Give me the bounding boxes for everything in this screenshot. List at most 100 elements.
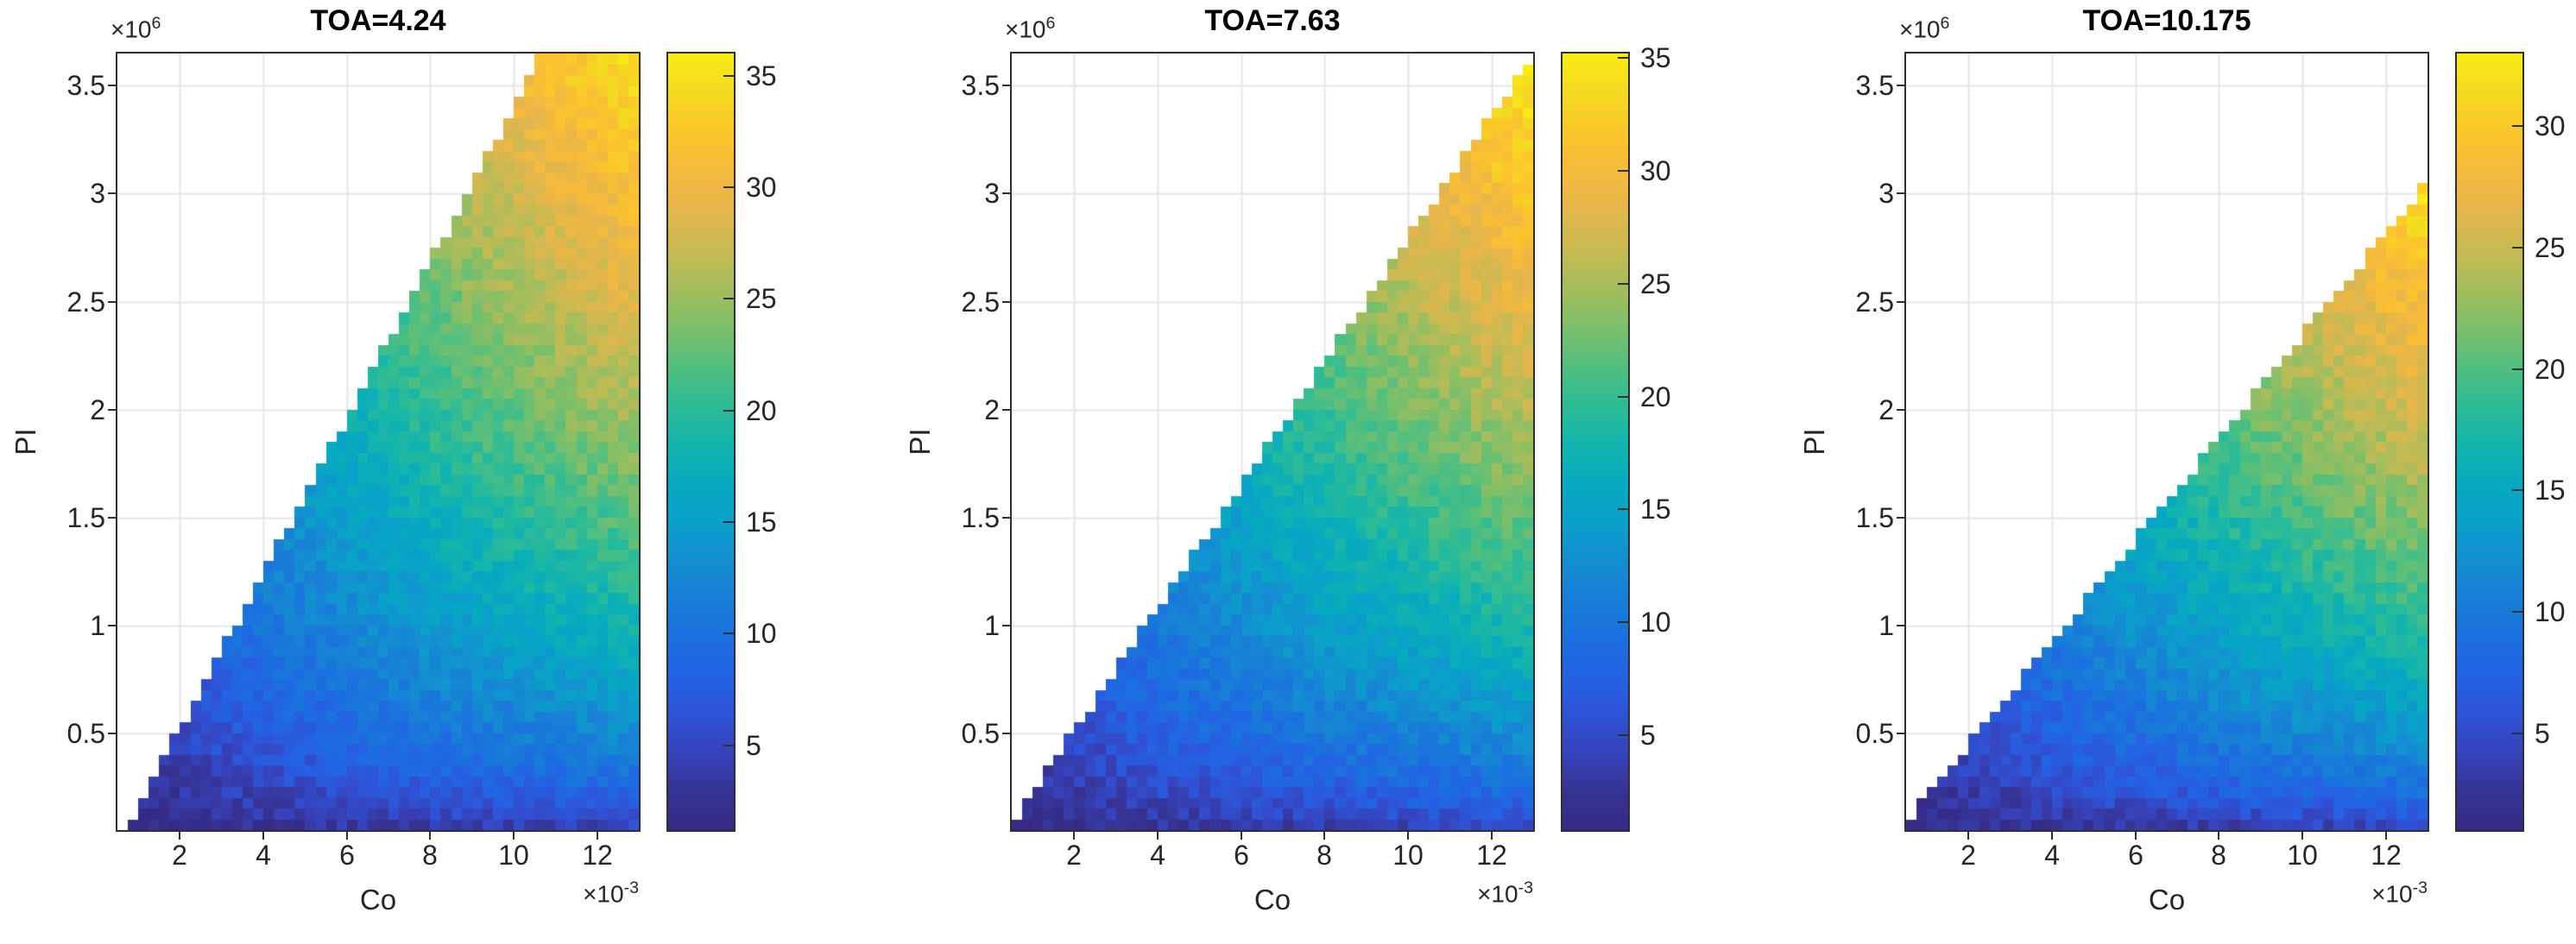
x-axis-exponent-label: ×10-3 (480, 878, 639, 908)
colorbar-tick-mark (1618, 396, 1628, 398)
colorbar-tick-label: 10 (1640, 607, 1671, 638)
colorbar-tick-mark (2512, 733, 2522, 734)
y-tick-mark (1897, 85, 1904, 86)
colorbar-tick-label: 35 (1640, 42, 1671, 73)
x-tick-label: 12 (1476, 840, 1507, 871)
x-tick-label: 8 (422, 840, 438, 871)
x-tick-mark (2301, 832, 2303, 840)
colorbar-tick-mark (1618, 508, 1628, 510)
x-tick-mark (2051, 832, 2053, 840)
colorbar-tick-mark (2512, 368, 2522, 370)
colorbar (666, 52, 736, 832)
y-exp-prefix: ×10 (1005, 16, 1046, 43)
x-tick-label: 12 (582, 840, 613, 871)
x-tick-mark (597, 832, 598, 840)
colorbar-canvas (1563, 53, 1628, 830)
x-exp-prefix: ×10 (583, 880, 624, 908)
y-tick-label: 3.5 (961, 70, 1000, 101)
y-exp-power: 6 (1045, 14, 1056, 33)
colorbar-tick-label: 5 (2535, 718, 2550, 749)
plot-title: TOA=7.63 (1204, 4, 1341, 37)
y-tick-mark (1002, 192, 1010, 194)
x-exp-power: -3 (623, 878, 639, 897)
x-tick-label: 6 (339, 840, 355, 871)
y-tick-label: 2 (90, 394, 105, 425)
x-tick-label: 6 (2128, 840, 2144, 871)
colorbar-tick-label: 25 (746, 283, 777, 314)
x-axis-exponent-label: ×10-3 (1374, 878, 1533, 908)
x-exp-power: -3 (2412, 878, 2428, 897)
x-tick-mark (513, 832, 515, 840)
x-tick-label: 12 (2371, 840, 2402, 871)
y-tick-mark (1002, 409, 1010, 411)
heatmap-canvas (1906, 53, 2428, 830)
y-tick-label: 2.5 (66, 286, 105, 318)
x-tick-label: 4 (1150, 840, 1165, 871)
y-tick-label: 1.5 (1855, 502, 1894, 533)
x-tick-label: 2 (172, 840, 187, 871)
colorbar-tick-label: 30 (1640, 155, 1671, 186)
y-tick-label: 1 (1878, 610, 1894, 641)
colorbar-tick-mark (723, 410, 734, 412)
colorbar-tick-mark (723, 745, 734, 746)
x-tick-mark (2385, 832, 2387, 840)
x-tick-label: 8 (1316, 840, 1332, 871)
x-exp-prefix: ×10 (2371, 880, 2413, 908)
x-tick-label: 8 (2211, 840, 2226, 871)
colorbar-tick-label: 35 (746, 60, 777, 91)
subplot-toa-7-63: TOA=7.63 ×106 PI Co ×10-3 2 4 6 8 10 12 0.5 1 1.… (894, 0, 1789, 944)
subplot-toa-4-24: TOA=4.24 ×106 PI Co ×10-3 2 4 6 8 10 12 0.5 1 1.… (0, 0, 894, 944)
x-tick-mark (1157, 832, 1159, 840)
colorbar-tick-mark (723, 521, 734, 523)
y-exp-prefix: ×10 (110, 16, 152, 43)
colorbar-tick-label: 15 (746, 507, 777, 538)
colorbar-tick-mark (1618, 170, 1628, 172)
colorbar-tick-mark (1618, 734, 1628, 736)
colorbar-tick-label: 15 (2535, 475, 2566, 506)
colorbar-tick-label: 15 (1640, 494, 1671, 525)
colorbar-tick-mark (723, 186, 734, 188)
x-tick-mark (1323, 832, 1325, 840)
colorbar-canvas (2457, 53, 2522, 830)
colorbar-tick-mark (1618, 57, 1628, 59)
y-tick-label: 0.5 (1855, 718, 1894, 749)
y-tick-mark (1897, 192, 1904, 194)
x-exp-power: -3 (1518, 878, 1533, 897)
x-axis-label: Co (1253, 884, 1291, 916)
y-tick-mark (1897, 733, 1904, 734)
y-tick-label: 0.5 (66, 718, 105, 749)
y-tick-label: 3.5 (1855, 70, 1894, 101)
heatmap-canvas (117, 53, 639, 830)
plot-title: TOA=10.175 (2082, 4, 2251, 37)
y-tick-mark (108, 85, 116, 86)
y-tick-mark (108, 733, 116, 734)
y-axis-exponent-label: ×106 (1005, 14, 1055, 43)
colorbar-tick-label: 10 (746, 618, 777, 649)
y-exp-power: 6 (1940, 14, 1950, 33)
x-tick-mark (2218, 832, 2219, 840)
x-tick-mark (1073, 832, 1075, 840)
y-tick-label: 3.5 (66, 70, 105, 101)
axes-area (1897, 52, 2429, 840)
y-exp-prefix: ×10 (1899, 16, 1941, 43)
y-tick-mark (1897, 409, 1904, 411)
x-tick-label: 10 (1392, 840, 1424, 871)
y-tick-mark (1897, 301, 1904, 303)
x-tick-mark (1241, 832, 1242, 840)
colorbar-tick-label: 20 (2535, 354, 2566, 385)
y-tick-label: 0.5 (961, 718, 1000, 749)
y-axis-exponent-label: ×106 (1899, 14, 1949, 43)
y-tick-mark (1897, 517, 1904, 519)
x-tick-label: 4 (2044, 840, 2060, 871)
colorbar-tick-mark (1618, 621, 1628, 623)
y-tick-label: 2.5 (961, 286, 1000, 318)
x-tick-label: 10 (2287, 840, 2318, 871)
y-tick-label: 2.5 (1855, 286, 1894, 318)
colorbar-tick-mark (723, 75, 734, 77)
x-tick-mark (1407, 832, 1409, 840)
x-tick-mark (179, 832, 180, 840)
colorbar-tick-label: 25 (2535, 232, 2566, 263)
colorbar-tick-label: 20 (1640, 381, 1671, 412)
colorbar-tick-mark (2512, 247, 2522, 249)
